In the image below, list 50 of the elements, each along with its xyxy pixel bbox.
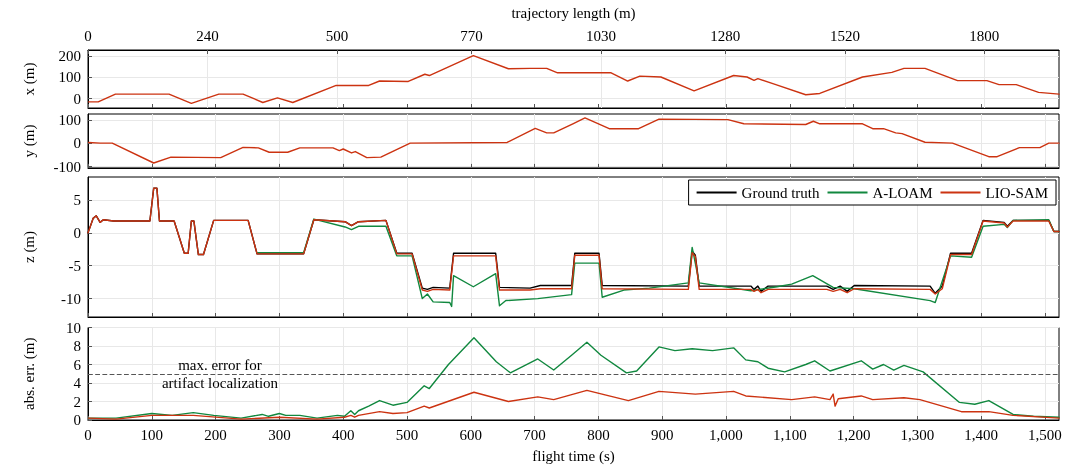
y-axis-title: abs. err. (m) bbox=[20, 337, 38, 410]
x-tick-label: 1,300 bbox=[900, 426, 935, 443]
line-series bbox=[87, 117, 1060, 164]
y-tick-label: 0 bbox=[73, 412, 81, 428]
x2-tick-label: 1280 bbox=[710, 27, 741, 44]
y-tick-label: 2 bbox=[73, 393, 81, 410]
x-axis-title: flight time (s) bbox=[532, 447, 615, 465]
x-tick-label: 1,000 bbox=[709, 426, 743, 443]
x2-tick-label: 1800 bbox=[969, 27, 1000, 44]
y-tick-label: -5 bbox=[68, 257, 81, 274]
y-tick-label: 0 bbox=[73, 224, 81, 241]
y-axis-title: z (m) bbox=[20, 230, 38, 264]
x2-axis-title: trajectory length (m) bbox=[511, 4, 636, 22]
x-tick-label: 1,100 bbox=[772, 426, 807, 443]
y-tick-label: 5 bbox=[73, 192, 81, 208]
y-tick-label: 0 bbox=[73, 135, 81, 152]
x-tick-label: 700 bbox=[523, 426, 546, 443]
x-tick-label: 1,500 bbox=[1028, 426, 1062, 443]
x2-tick-label: 770 bbox=[460, 27, 483, 44]
x-tick-label: 500 bbox=[395, 426, 419, 443]
x-tick-label: 300 bbox=[268, 426, 291, 443]
x-tick-label: 900 bbox=[650, 426, 674, 443]
y-tick-label: 0 bbox=[73, 90, 81, 107]
y-tick-label: 8 bbox=[73, 338, 81, 354]
y-axis-title: y (m) bbox=[20, 124, 38, 158]
y-tick-label: -100 bbox=[53, 158, 81, 175]
line-series bbox=[87, 54, 1060, 105]
y-tick-label: 6 bbox=[73, 356, 82, 373]
y-tick-label: 100 bbox=[58, 69, 81, 86]
x-tick-label: 1,200 bbox=[836, 426, 871, 443]
x-tick-label: 400 bbox=[331, 426, 355, 443]
y-tick-label: 100 bbox=[58, 111, 81, 128]
y-tick-label: 200 bbox=[58, 48, 81, 65]
y-tick-label: 10 bbox=[66, 319, 81, 336]
y-tick-label: 4 bbox=[73, 375, 82, 391]
legend-label: Ground truth bbox=[741, 184, 821, 201]
y-axis-title: x (m) bbox=[20, 62, 38, 96]
legend-label: A-LOAM bbox=[872, 184, 933, 201]
x2-tick-label: 500 bbox=[325, 27, 349, 44]
ref-line-label: max. error for artifact localization bbox=[161, 356, 279, 391]
x-tick-label: 600 bbox=[459, 426, 483, 443]
y-tick-label: -10 bbox=[61, 290, 81, 307]
x-tick-label: 100 bbox=[140, 426, 164, 443]
x-tick-label: 200 bbox=[204, 426, 227, 443]
x2-tick-label: 1520 bbox=[829, 27, 860, 44]
x-tick-label: 800 bbox=[587, 426, 610, 443]
x2-tick-label: 240 bbox=[196, 27, 219, 44]
x-tick-label: 1,400 bbox=[964, 426, 999, 443]
x2-tick-label: 1030 bbox=[585, 27, 616, 44]
legend-label: LIO-SAM bbox=[985, 184, 1048, 201]
